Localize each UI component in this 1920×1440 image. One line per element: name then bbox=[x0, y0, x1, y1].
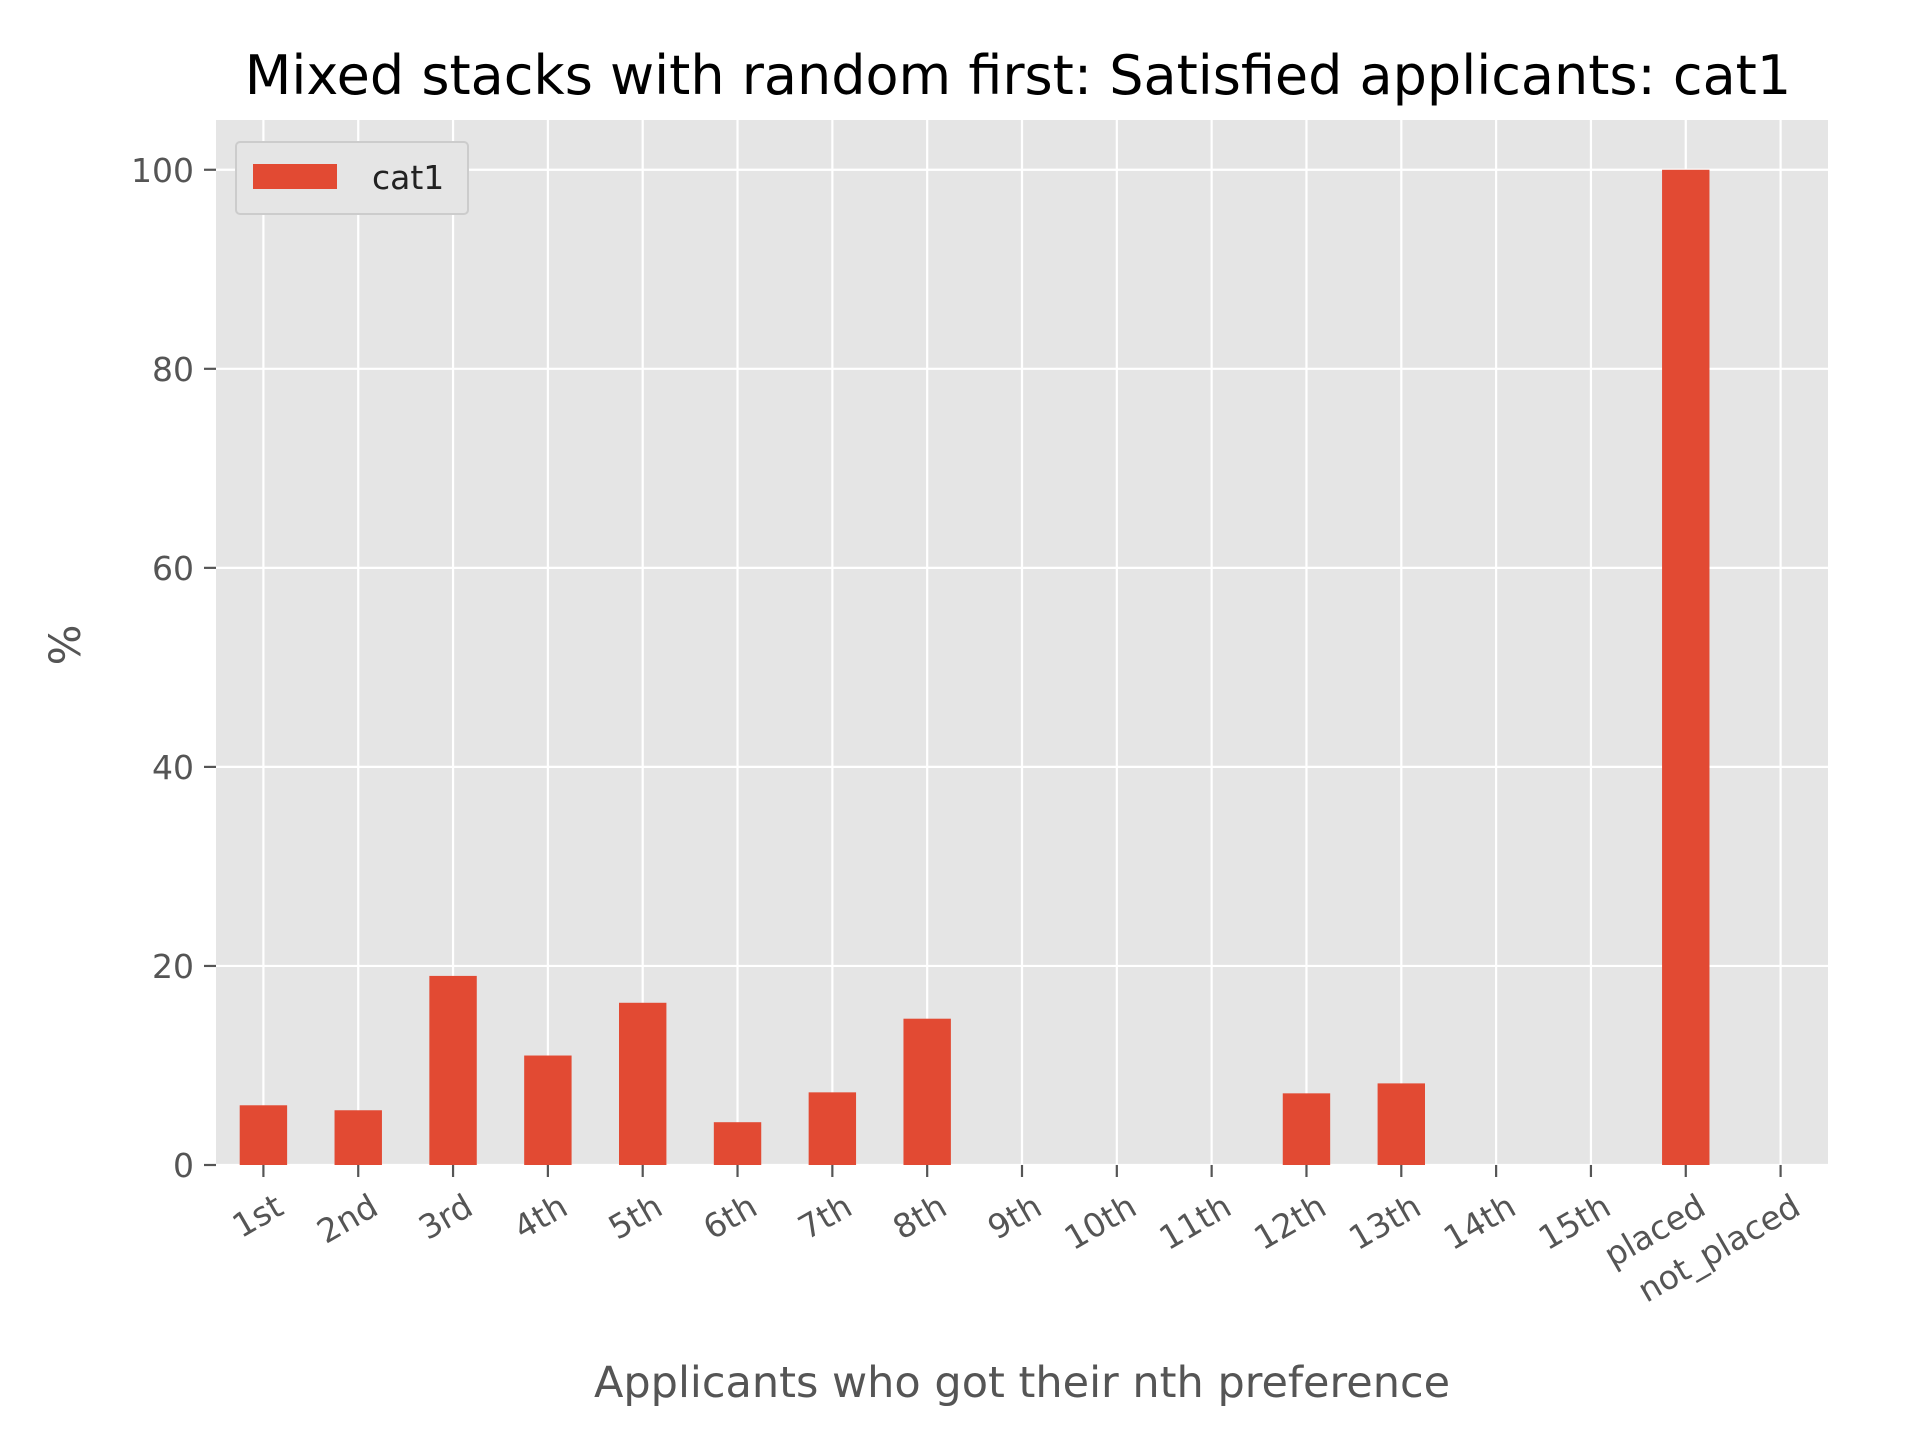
y-axis: 0 20 40 60 80 100 bbox=[131, 151, 216, 1185]
y-tick-label-40: 40 bbox=[152, 748, 194, 787]
x-tick-label-6th: 6th bbox=[697, 1186, 764, 1247]
x-axis: 1st 2nd 3rd 4th 5th 6th 7th 8th 9th 10th 11th 12th 1… bbox=[226, 1165, 1807, 1310]
bar-8th bbox=[903, 1018, 951, 1165]
y-tick-label-60: 60 bbox=[152, 549, 194, 588]
x-tick-label-2nd: 2nd bbox=[310, 1186, 384, 1251]
y-tick-label-100: 100 bbox=[131, 151, 194, 190]
bar-12th bbox=[1282, 1093, 1331, 1165]
y-tick-label-0: 0 bbox=[173, 1146, 194, 1185]
x-tick-label-14th: 14th bbox=[1437, 1186, 1522, 1258]
bar-7th bbox=[808, 1092, 857, 1165]
bar-13th bbox=[1377, 1083, 1425, 1165]
bar-4th bbox=[524, 1055, 572, 1165]
y-tick-label-20: 20 bbox=[152, 947, 194, 986]
bar-5th bbox=[619, 1002, 667, 1165]
bar-3rd bbox=[429, 975, 477, 1165]
legend-swatch-cat1 bbox=[253, 164, 337, 189]
chart-title: Mixed stacks with random first: Satisfie… bbox=[245, 44, 1791, 107]
x-tick-label-1st: 1st bbox=[226, 1186, 290, 1245]
x-tick-label-4th: 4th bbox=[507, 1186, 574, 1247]
y-axis-label: % bbox=[41, 625, 91, 666]
x-tick-label-12th: 12th bbox=[1247, 1186, 1332, 1258]
bars bbox=[239, 169, 1710, 1165]
x-tick-label-13th: 13th bbox=[1342, 1186, 1427, 1258]
legend-label-cat1: cat1 bbox=[372, 158, 444, 197]
y-tick-label-80: 80 bbox=[152, 350, 194, 389]
x-tick-label-3rd: 3rd bbox=[412, 1186, 479, 1247]
x-axis-label: Applicants who got their nth preference bbox=[594, 1358, 1450, 1408]
legend-box bbox=[235, 141, 469, 215]
x-tick-label-10th: 10th bbox=[1058, 1186, 1143, 1258]
x-tick-label-11th: 11th bbox=[1152, 1186, 1237, 1258]
legend: cat1 bbox=[235, 141, 469, 215]
x-tick-label-5th: 5th bbox=[602, 1186, 669, 1247]
bar-placed bbox=[1662, 169, 1710, 1165]
x-tick-label-7th: 7th bbox=[791, 1186, 858, 1247]
bar-2nd bbox=[334, 1110, 382, 1165]
bar-1st bbox=[239, 1105, 288, 1165]
bar-6th bbox=[713, 1122, 762, 1165]
x-tick-label-9th: 9th bbox=[981, 1186, 1048, 1247]
x-tick-label-8th: 8th bbox=[886, 1186, 953, 1247]
